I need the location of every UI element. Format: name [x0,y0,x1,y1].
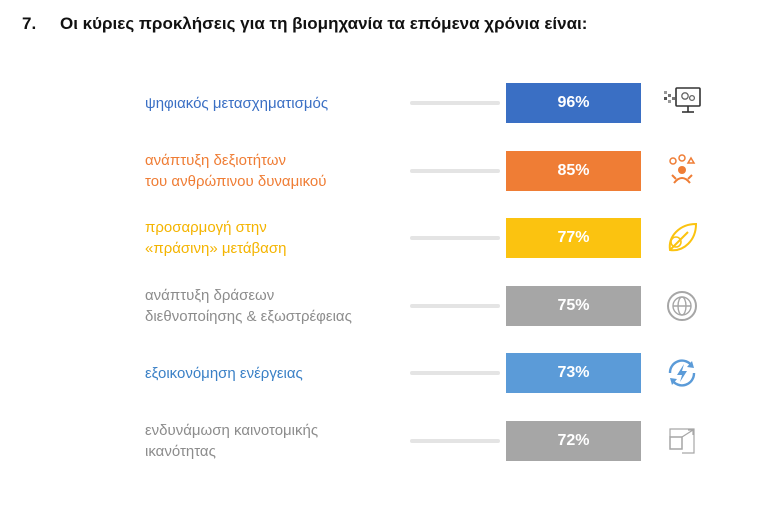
category-label-line: του ανθρώπινου δυναμικού [145,172,327,190]
category-label-line: ψηφιακός μετασχηματισμός [145,94,329,112]
connector-line [410,303,500,308]
category-label: ενδυνάμωση καινοτομικής ικανότητας [145,411,400,471]
value-bar: 72% [506,421,641,461]
category-label: ψηφιακός μετασχηματισμός [145,73,400,133]
leaf-icon [662,220,702,256]
category-label-line: «πράσινη» μετάβαση [145,240,287,258]
connector-line [410,371,500,376]
category-label: εξοικονόμηση ενέργειας [145,343,400,403]
value-label: 96% [557,94,590,111]
category-label-line: προσαρμογή στην [145,219,267,237]
globe-icon [662,288,702,324]
category-label-line: εξοικονόμηση ενέργειας [145,364,303,382]
chart-row: ενδυνάμωση καινοτομικής ικανότητας 72% [0,411,765,471]
chart-row: ανάπτυξη δεξιοτήτων του ανθρώπινου δυναμι… [0,141,765,201]
value-bar: 85% [506,150,641,191]
value-label: 72% [557,432,590,449]
category-label: ανάπτυξη δεξιοτήτων του ανθρώπινου δυναμι… [145,141,400,201]
value-label: 85% [557,161,590,179]
category-label: ανάπτυξη δράσεων διεθνοποίησης & εξωστρέφ… [145,276,400,336]
chart-row: εξοικονόμηση ενέργειας 73% [0,343,765,403]
value-label: 77% [557,229,590,247]
category-label-line: ικανότητας [145,443,216,460]
connector-line [410,101,500,105]
digital-monitor-icon [662,85,702,121]
value-label: 73% [557,364,590,382]
chart-row: ψηφιακός μετασχηματισμός 96% [0,73,765,133]
connector-line [410,168,500,173]
question-title: 7. Οι κύριες προκλήσεις για τη βιομηχανία… [22,14,587,34]
connector-line [410,439,500,443]
value-label: 75% [557,296,590,314]
category-label-line: ανάπτυξη δράσεων [145,286,275,304]
connector-line [410,236,500,241]
category-label: προσαρμογή στην «πράσινη» μετάβαση [145,208,400,268]
value-bar: 77% [506,218,641,259]
question-number: 7. [22,14,37,33]
team-skills-icon [662,153,702,189]
category-label-line: ενδυνάμωση καινοτομικής [145,422,319,439]
category-label-line: διεθνοποίησης & εξωστρέφειας [145,307,352,325]
value-bar: 96% [506,83,641,123]
category-label-line: ανάπτυξη δεξιοτήτων [145,151,286,169]
value-bar: 73% [506,353,641,394]
value-bar: 75% [506,285,641,326]
chart-row: ανάπτυξη δράσεων διεθνοποίησης & εξωστρέφ… [0,276,765,336]
chart-row: προσαρμογή στην «πράσινη» μετάβαση 77% [0,208,765,268]
expand-square-icon [662,423,702,459]
question-text: Οι κύριες προκλήσεις για τη βιομηχανία τ… [60,14,588,33]
energy-bolt-icon [662,355,702,391]
